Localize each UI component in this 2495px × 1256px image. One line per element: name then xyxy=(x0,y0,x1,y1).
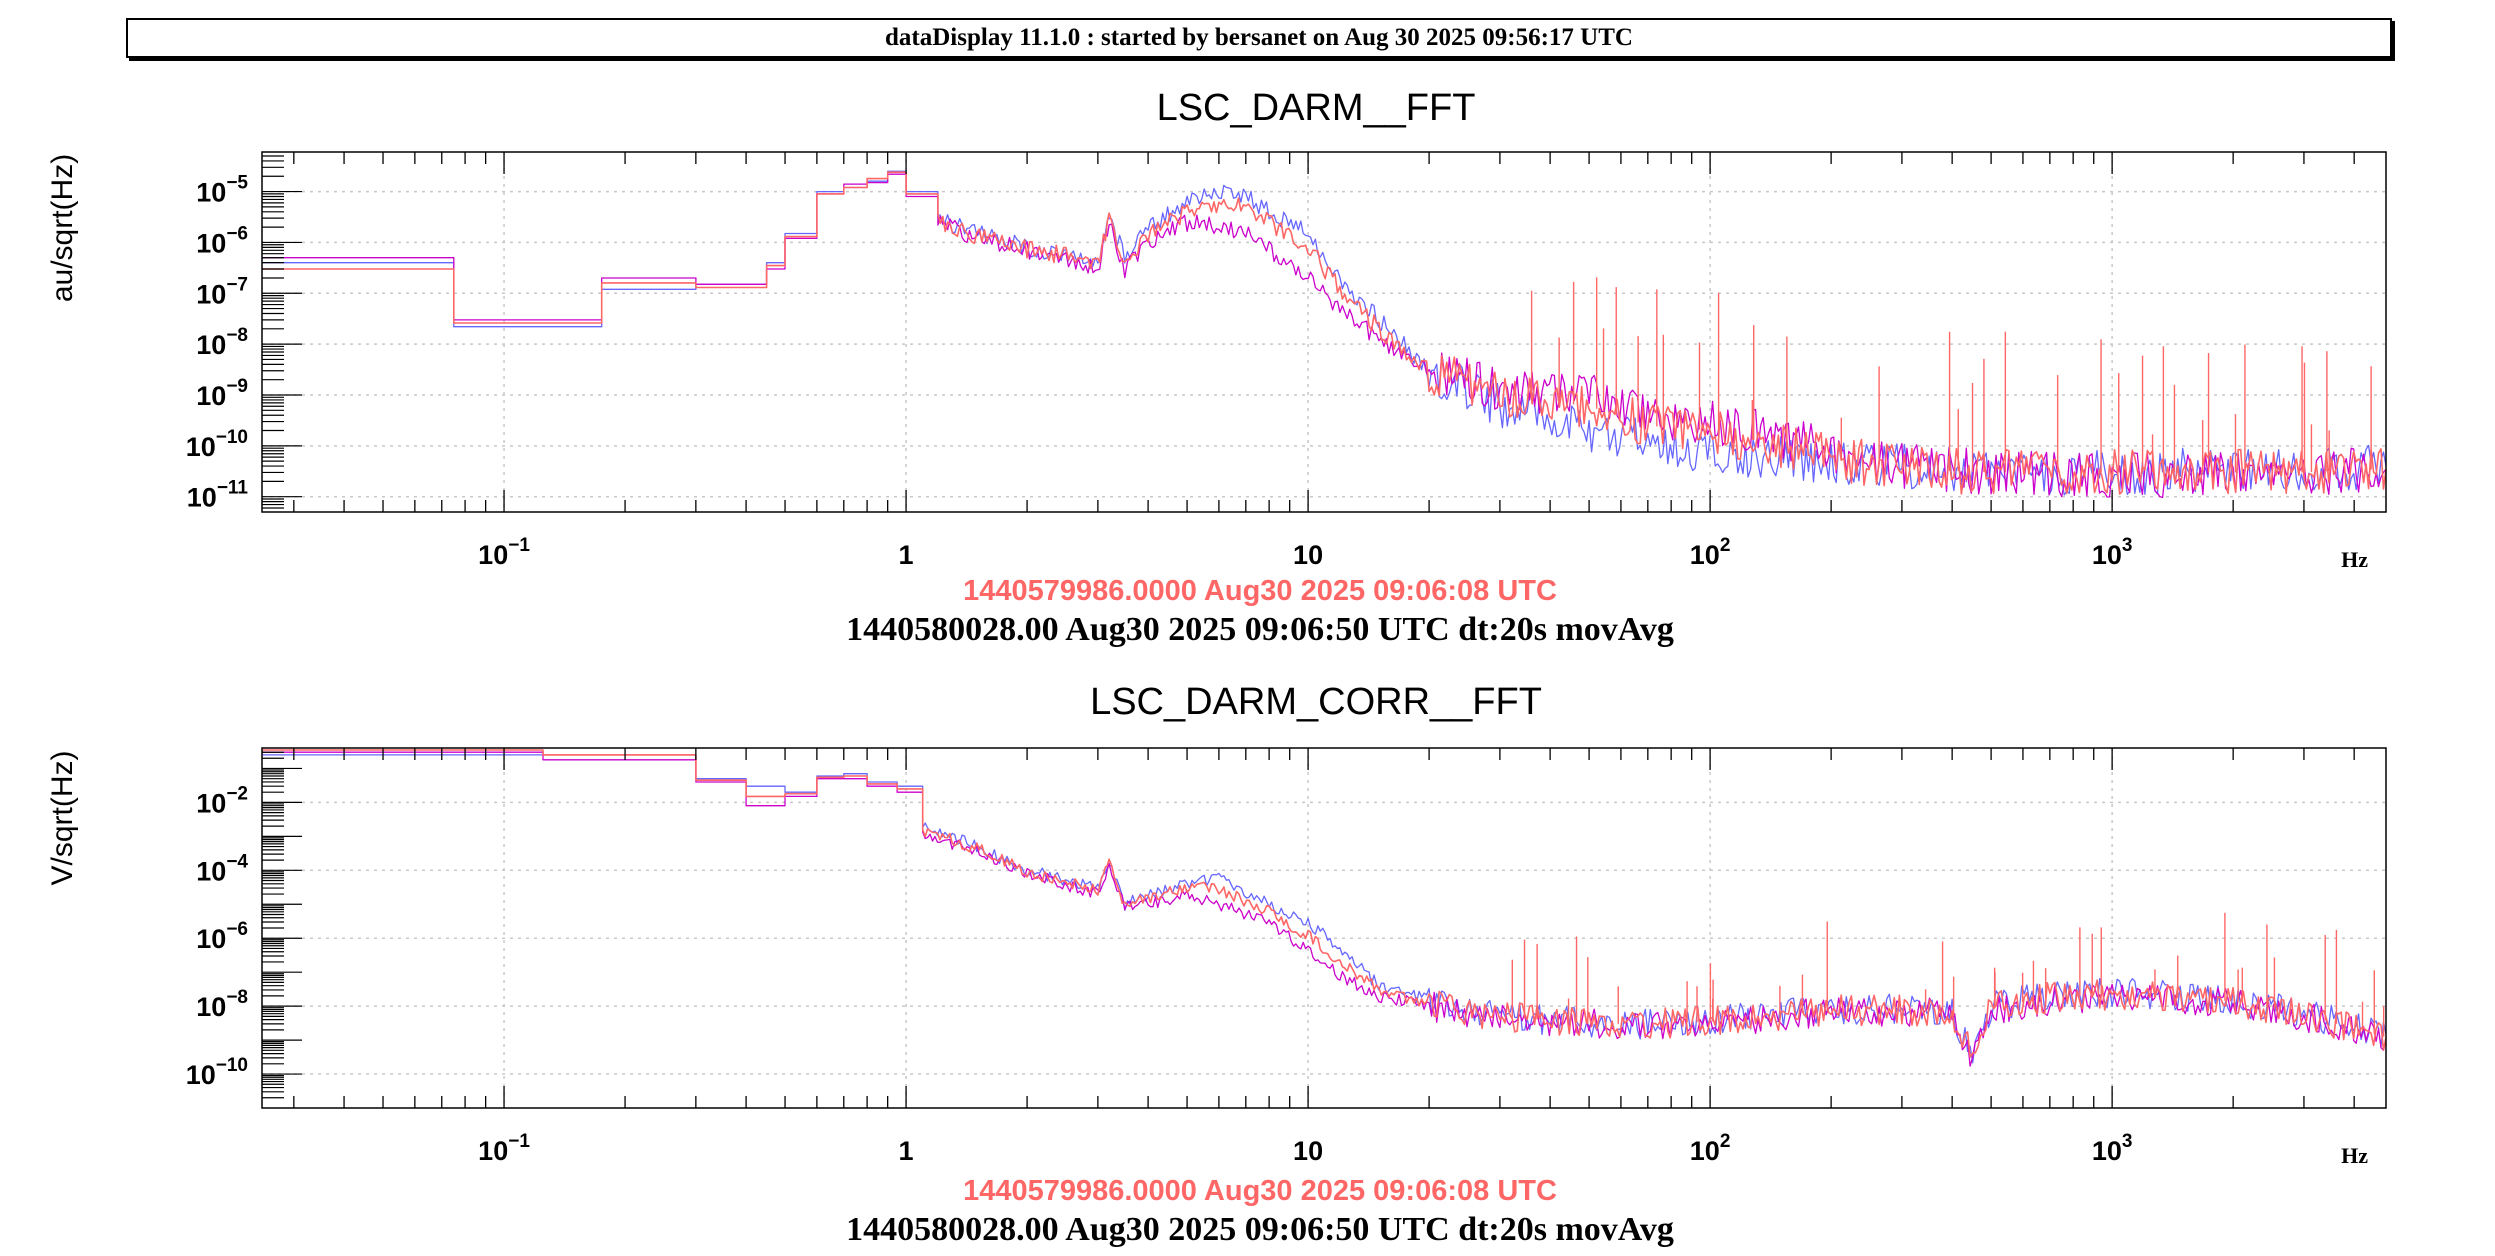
y-tick-exponent: −2 xyxy=(226,783,248,804)
window-title-banner: dataDisplay 11.1.0 : started by bersanet… xyxy=(126,18,2392,58)
series-line xyxy=(262,754,2387,1064)
x-tick-label: 103 xyxy=(2092,1131,2133,1166)
y-axis-ticks xyxy=(262,751,302,1099)
plot-pane-darm: LSC_DARM__FFT au/sqrt(Hz) Hz 1440579986.… xyxy=(46,87,2387,648)
y-tick-label: 10−6 xyxy=(196,223,248,258)
y-tick-exponent: −8 xyxy=(226,325,248,346)
y-axis-ticks xyxy=(262,155,302,509)
plot-frame xyxy=(261,151,2387,513)
plot-title: LSC_DARM_CORR__FFT xyxy=(1090,681,1542,723)
x-tick-label: 10 xyxy=(1293,1136,1323,1166)
live-timestamp: 1440580028.00 Aug30 2025 09:06:50 UTC dt… xyxy=(846,611,1674,648)
y-tick-label: 10−7 xyxy=(196,274,248,309)
x-tick-label: 102 xyxy=(1690,1131,1731,1166)
y-tick-label: 10−5 xyxy=(196,173,248,208)
plot-frame xyxy=(261,747,2387,1109)
plot-title: LSC_DARM__FFT xyxy=(1157,87,1476,129)
x-tick-label: 102 xyxy=(1690,535,1731,570)
x-tick-exponent: 3 xyxy=(2122,1131,2133,1152)
series-2 xyxy=(262,173,2387,499)
y-tick-exponent: −10 xyxy=(216,427,248,448)
y-tick-label: 10−9 xyxy=(196,376,248,411)
series-line xyxy=(262,173,2387,499)
series-3 xyxy=(262,171,2387,495)
x-tick-label: 1 xyxy=(899,1136,914,1166)
y-axis-label: V/sqrt(Hz) xyxy=(46,751,79,886)
y-tick-label: 10−10 xyxy=(186,1055,248,1090)
reference-timestamp: 1440579986.0000 Aug30 2025 09:06:08 UTC xyxy=(963,1175,1557,1207)
y-tick-label: 10−2 xyxy=(196,783,248,818)
y-axis-label: au/sqrt(Hz) xyxy=(46,154,79,302)
series-line xyxy=(262,751,2387,1067)
live-timestamp: 1440580028.00 Aug30 2025 09:06:50 UTC dt… xyxy=(846,1211,1674,1248)
x-tick-label: 103 xyxy=(2092,535,2133,570)
grid xyxy=(262,748,2386,1108)
y-tick-label: 10−8 xyxy=(196,325,248,360)
y-tick-label: 10−8 xyxy=(196,987,248,1022)
series-1 xyxy=(262,170,2387,496)
reference-timestamp: 1440579986.0000 Aug30 2025 09:06:08 UTC xyxy=(963,575,1557,607)
x-tick-exponent: 2 xyxy=(1720,1131,1731,1152)
y-tick-exponent: −4 xyxy=(226,851,248,872)
x-tick-exponent: −1 xyxy=(508,1131,530,1152)
y-tick-exponent: −9 xyxy=(226,376,248,397)
y-tick-exponent: −6 xyxy=(226,223,248,244)
x-tick-label: 10−1 xyxy=(478,535,530,570)
y-tick-label: 10−4 xyxy=(196,851,248,886)
y-tick-label: 10−6 xyxy=(196,919,248,954)
x-tick-exponent: 2 xyxy=(1720,535,1731,556)
series-2 xyxy=(262,751,2387,1067)
y-tick-exponent: −5 xyxy=(226,173,248,194)
series-line xyxy=(262,170,2387,496)
x-tick-exponent: 3 xyxy=(2122,535,2133,556)
grid xyxy=(262,152,2386,512)
x-tick-label: 1 xyxy=(899,540,914,570)
y-tick-exponent: −7 xyxy=(226,274,248,295)
x-axis-unit-label: Hz xyxy=(2341,1143,2368,1168)
x-axis-ticks xyxy=(293,748,2355,1108)
x-tick-exponent: −1 xyxy=(508,535,530,556)
x-tick-label: 10−1 xyxy=(478,1131,530,1166)
y-tick-exponent: −8 xyxy=(226,987,248,1008)
series-line xyxy=(262,171,2387,495)
x-axis-ticks xyxy=(293,152,2355,512)
x-tick-label: 10 xyxy=(1293,540,1323,570)
y-tick-exponent: −11 xyxy=(217,478,249,499)
series-line xyxy=(262,749,2387,1058)
series-3 xyxy=(262,749,2387,1058)
x-axis-unit-label: Hz xyxy=(2341,547,2368,572)
plot-pane-darm-corr: LSC_DARM_CORR__FFT V/sqrt(Hz) Hz 1440579… xyxy=(46,681,2387,1248)
y-tick-exponent: −6 xyxy=(226,919,248,940)
series-1 xyxy=(262,754,2387,1064)
y-tick-label: 10−11 xyxy=(187,478,249,513)
y-tick-label: 10−10 xyxy=(186,427,248,462)
y-tick-exponent: −10 xyxy=(216,1055,248,1076)
